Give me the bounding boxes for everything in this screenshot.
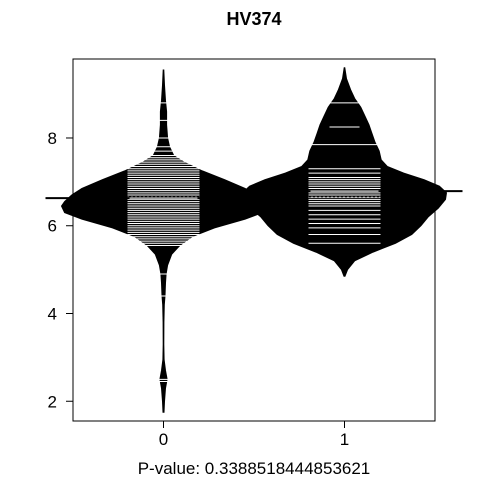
bean-group-1 [226,67,463,277]
x-tick-label: 0 [159,430,168,449]
bean-shape-1 [241,67,448,277]
chart-title: HV374 [226,9,281,29]
y-tick-label: 2 [48,392,57,411]
y-tick-label: 8 [48,129,57,148]
beans-layer [45,67,463,413]
y-tick-label: 4 [48,304,57,323]
bean-group-0 [45,69,282,413]
x-axis-label: P-value: 0.3388518444853621 [138,459,371,478]
y-tick-label: 6 [48,217,57,236]
x-tick-label: 1 [340,430,349,449]
y-axis: 2 4 6 8 [48,129,74,411]
